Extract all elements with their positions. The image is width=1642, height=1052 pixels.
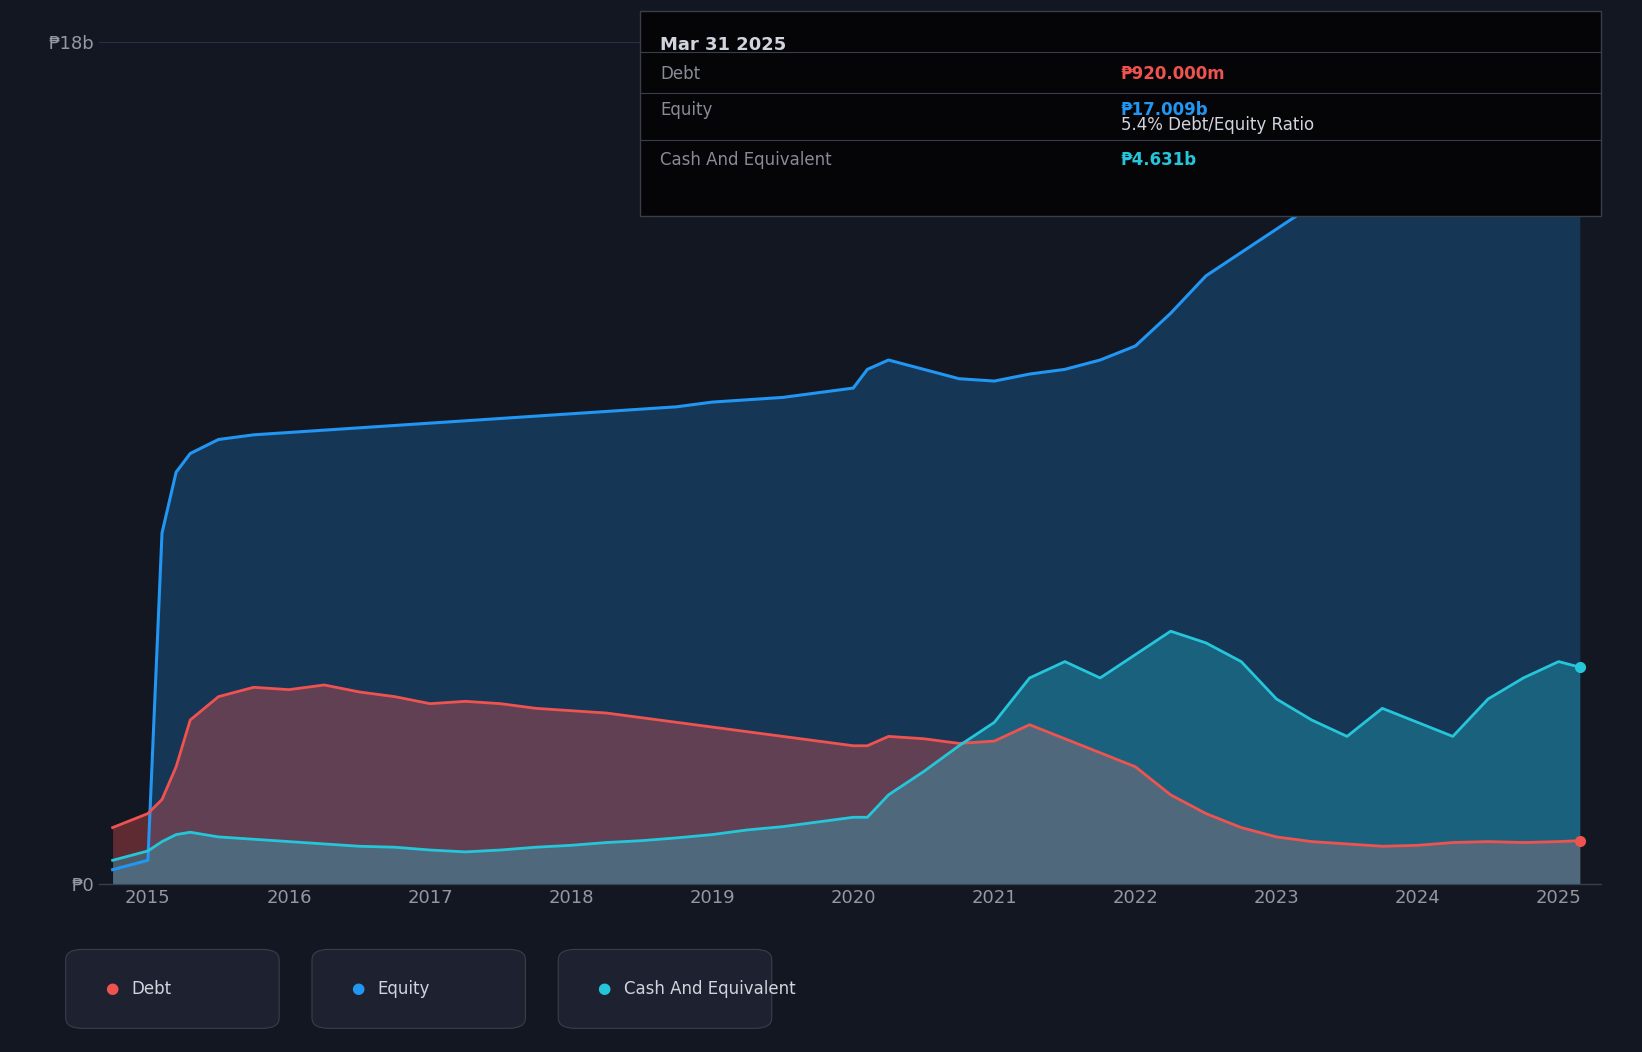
Text: ₱17.009b: ₱17.009b bbox=[1121, 101, 1209, 119]
Text: Cash And Equivalent: Cash And Equivalent bbox=[660, 151, 832, 169]
Text: Equity: Equity bbox=[660, 101, 713, 119]
Text: ●: ● bbox=[351, 982, 365, 996]
Text: Debt: Debt bbox=[131, 979, 171, 998]
Text: ●: ● bbox=[105, 982, 118, 996]
Text: 5.4% Debt/Equity Ratio: 5.4% Debt/Equity Ratio bbox=[1121, 116, 1314, 134]
Text: ₱4.631b: ₱4.631b bbox=[1121, 151, 1197, 169]
Text: Debt: Debt bbox=[660, 65, 699, 83]
Text: ₱920.000m: ₱920.000m bbox=[1121, 65, 1225, 83]
Text: Cash And Equivalent: Cash And Equivalent bbox=[624, 979, 796, 998]
Text: Equity: Equity bbox=[378, 979, 430, 998]
Text: Mar 31 2025: Mar 31 2025 bbox=[660, 37, 787, 55]
Text: ●: ● bbox=[598, 982, 611, 996]
